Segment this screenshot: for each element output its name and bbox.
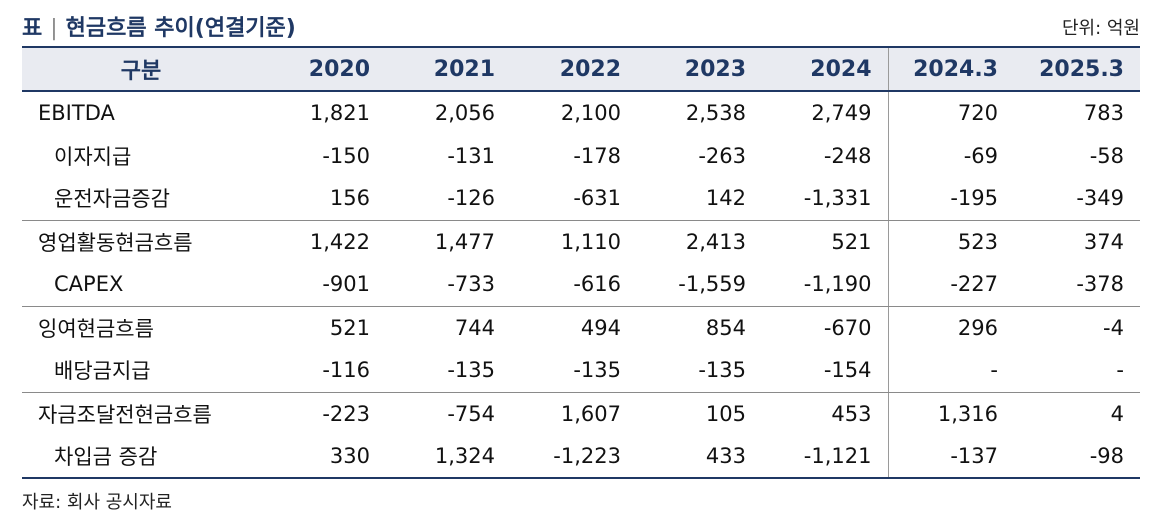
row-label: 차입금 증감: [22, 435, 260, 479]
column-header-2023: 2023: [637, 46, 762, 92]
table-cell: 105: [705, 401, 746, 426]
row-label: 잉여현금흐름: [38, 316, 154, 341]
column-header-2025-3: 2025.3: [1014, 46, 1140, 92]
row-label: EBITDA: [38, 101, 115, 125]
table-cell: -263: [698, 143, 746, 168]
table-row: 자금조달전현금흐름 -223 -754 1,607 105 453 1,316 …: [22, 392, 1140, 435]
table-cell: 1,821: [309, 101, 370, 125]
source-note: 자료: 회사 공시자료: [22, 492, 172, 513]
table-cell: -631: [511, 177, 637, 221]
table-cell: -135: [511, 349, 637, 393]
table-cell: -901: [260, 263, 386, 307]
table-cell: 156: [260, 177, 386, 221]
table-row: 영업활동현금흐름 1,422 1,477 1,110 2,413 521 523…: [22, 220, 1140, 263]
table-cell: -98: [1014, 435, 1140, 479]
table-cell: 2,749: [811, 101, 872, 125]
row-label: 이자지급: [54, 144, 132, 169]
unit-label: 단위: 억원: [1061, 18, 1140, 39]
column-header-2024: 2024: [762, 46, 888, 92]
table-cell: 783: [1083, 101, 1124, 125]
row-label: 영업활동현금흐름: [38, 230, 193, 255]
table-cell: -1,331: [762, 177, 888, 221]
table-cell: 720: [887, 91, 1014, 134]
table-cell: -: [887, 349, 1014, 393]
table-cell: 374: [1083, 229, 1124, 254]
table-cell: -58: [1089, 143, 1124, 168]
column-header-2022: 2022: [511, 46, 637, 92]
table-cell: 2,056: [434, 101, 495, 125]
row-label: CAPEX: [22, 263, 260, 307]
title-text: 현금흐름 추이(연결기준): [65, 16, 296, 41]
header-row: 구분 2020 2021 2022 2023 2024 2024.3 2025.…: [22, 46, 1140, 92]
table-cell: 1,607: [560, 401, 621, 426]
table-cell: 1,316: [887, 392, 1014, 435]
table-row: 운전자금증감 156 -126 -631 142 -1,331 -195 -34…: [22, 177, 1140, 221]
table-cell: 521: [329, 315, 370, 340]
table-cell: 1,110: [560, 229, 621, 254]
table-cell: -154: [762, 349, 888, 393]
table-cell: -126: [386, 177, 511, 221]
table-title: 표 | 현금흐름 추이(연결기준): [22, 10, 296, 42]
title-prefix: 표: [22, 16, 43, 41]
table-row: EBITDA 1,821 2,056 2,100 2,538 2,749 720…: [22, 91, 1140, 134]
table-cell: -: [1014, 349, 1140, 393]
table-cell: 433: [637, 435, 762, 479]
table-cell: -4: [1103, 315, 1124, 340]
table-cell: 521: [831, 229, 872, 254]
table-cell: -754: [447, 401, 495, 426]
row-label: 배당금지급: [22, 349, 260, 393]
table-cell: 744: [454, 315, 495, 340]
table-cell: -1,559: [637, 263, 762, 307]
table-cell: -69: [887, 134, 1014, 177]
table-cell: -195: [887, 177, 1014, 221]
table-cell: -1,223: [511, 435, 637, 479]
table-cell: 494: [580, 315, 621, 340]
table-cell: 1,477: [434, 229, 495, 254]
table-cell: 854: [705, 315, 746, 340]
title-row: 표 | 현금흐름 추이(연결기준) 단위: 억원: [22, 8, 1140, 42]
table-cell: 2,100: [560, 101, 621, 125]
table-row: 배당금지급 -116 -135 -135 -135 -154 - -: [22, 349, 1140, 393]
column-header-2024-3: 2024.3: [887, 46, 1014, 92]
table-row: 차입금 증감 330 1,324 -1,223 433 -1,121 -137 …: [22, 435, 1140, 479]
table-cell: -135: [637, 349, 762, 393]
table-cell: -670: [823, 315, 872, 340]
column-header-2021: 2021: [386, 46, 511, 92]
table-cell: 523: [887, 220, 1014, 263]
table-cell: 1,324: [386, 435, 511, 479]
table-row: CAPEX -901 -733 -616 -1,559 -1,190 -227 …: [22, 263, 1140, 307]
table-cell: -131: [447, 143, 495, 168]
table-cell: -227: [887, 263, 1014, 307]
table-row: 이자지급 -150 -131 -178 -263 -248 -69 -58: [22, 134, 1140, 177]
table-cell: -116: [260, 349, 386, 393]
row-label: 자금조달전현금흐름: [38, 402, 212, 427]
table-cell: -137: [887, 435, 1014, 479]
table-cell: -1,121: [762, 435, 888, 479]
cash-flow-table: 구분 2020 2021 2022 2023 2024 2024.3 2025.…: [22, 46, 1140, 479]
table-cell: -150: [322, 143, 370, 168]
table-cell: -135: [386, 349, 511, 393]
table-cell: 2,413: [685, 229, 746, 254]
table-cell: -178: [573, 143, 621, 168]
title-separator: |: [50, 16, 58, 41]
table-cell: 142: [637, 177, 762, 221]
table-cell: -616: [511, 263, 637, 307]
table-cell: 2,538: [685, 101, 746, 125]
table-cell: -223: [322, 401, 370, 426]
table-cell: -378: [1014, 263, 1140, 307]
row-label: 운전자금증감: [22, 177, 260, 221]
table-cell: 1,422: [309, 229, 370, 254]
table-cell: 453: [831, 401, 872, 426]
table-cell: -1,190: [762, 263, 888, 307]
table-cell: -248: [823, 143, 872, 168]
column-header-2020: 2020: [260, 46, 386, 92]
table-row: 잉여현금흐름 521 744 494 854 -670 296 -4: [22, 306, 1140, 349]
table-cell: -733: [386, 263, 511, 307]
table-cell: 4: [1110, 401, 1124, 426]
table-cell: 330: [260, 435, 386, 479]
table-cell: -349: [1014, 177, 1140, 221]
column-header-category: 구분: [22, 46, 260, 92]
table-cell: 296: [887, 306, 1014, 349]
